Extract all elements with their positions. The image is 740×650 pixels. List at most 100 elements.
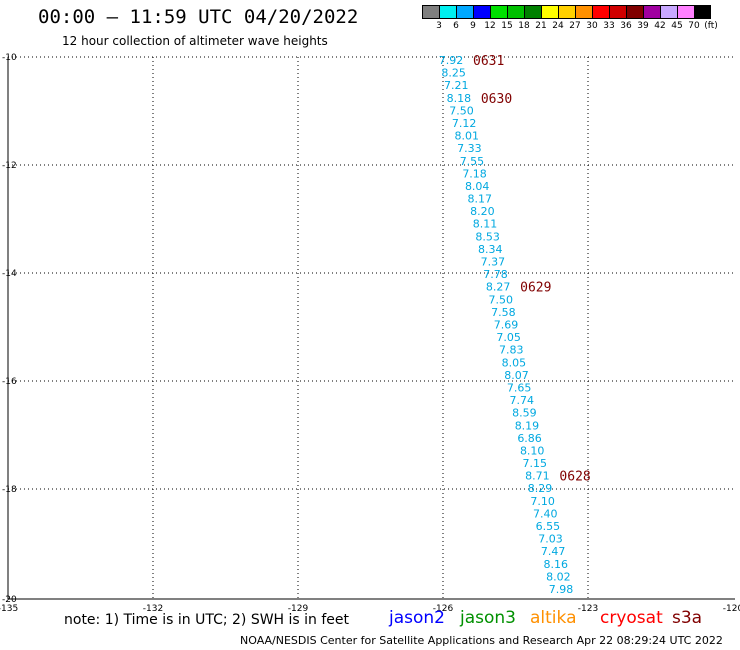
swh-value: 8.07 [504, 369, 529, 382]
swh-value: 7.12 [452, 117, 477, 130]
swh-value: 7.15 [523, 457, 548, 470]
scale-swatch [643, 5, 660, 19]
map-subtitle: 12 hour collection of altimeter wave hei… [62, 34, 328, 48]
scale-swatch [626, 5, 643, 19]
lon-label: -123 [578, 604, 598, 614]
satellite-jason2: jason2 [389, 608, 445, 628]
swh-value: 8.05 [502, 356, 527, 369]
swh-value: 7.50 [489, 293, 514, 306]
swh-value: 8.34 [478, 243, 503, 256]
swh-value: 7.98 [549, 583, 574, 596]
swh-value: 8.04 [465, 180, 490, 193]
swh-value: 7.10 [530, 495, 555, 508]
scale-swatch [524, 5, 541, 19]
swh-value: 6.86 [517, 432, 542, 445]
swh-value: 8.01 [454, 130, 479, 143]
scale-swatch [609, 5, 626, 19]
satellite-jason3: jason3 [460, 608, 516, 628]
swh-value: 7.40 [533, 507, 558, 520]
lon-label: -120 [723, 604, 740, 614]
swh-value: 8.53 [475, 230, 500, 243]
scale-label: 6 [453, 21, 459, 31]
scale-label: 15 [501, 21, 513, 31]
footer-credit: NOAA/NESDIS Center for Satellite Applica… [240, 634, 723, 647]
swh-value: 7.92 [439, 54, 464, 67]
scale-swatch [660, 5, 677, 19]
scale-swatch [558, 5, 575, 19]
time-label: 0629 [520, 281, 551, 296]
scale-label: 42 [654, 21, 666, 31]
swh-value: 7.69 [494, 319, 519, 332]
swh-value: 7.37 [481, 256, 506, 269]
lon-label: -126 [433, 604, 454, 614]
scale-swatch [422, 5, 439, 19]
scale-swatch [677, 5, 694, 19]
scale-label: 70 [688, 21, 700, 31]
scale-label: 27 [569, 21, 581, 31]
scale-swatch [694, 5, 711, 19]
scale-swatch [439, 5, 456, 19]
swh-value: 8.18 [447, 92, 472, 105]
units-note: note: 1) Time is in UTC; 2) SWH is in fe… [64, 612, 350, 628]
scale-label: 30 [586, 21, 598, 31]
satellite-s3a: s3a [672, 608, 703, 628]
lat-label: -20 [2, 595, 17, 605]
scale-label: 36 [620, 21, 632, 31]
swh-value: 7.50 [449, 104, 474, 117]
lat-label: -12 [2, 161, 17, 171]
swh-value: 7.74 [509, 394, 534, 407]
lat-label: -16 [2, 377, 17, 387]
swh-value: 7.47 [541, 545, 566, 558]
scale-label: 9 [470, 21, 476, 31]
swh-value: 6.55 [536, 520, 561, 533]
swh-value: 8.19 [515, 419, 540, 432]
swh-value: 8.02 [546, 570, 571, 583]
scale-swatch [473, 5, 490, 19]
swh-value: 7.18 [462, 167, 487, 180]
lat-label: -18 [2, 485, 17, 495]
swh-value: 7.58 [491, 306, 516, 319]
color-scale [422, 5, 711, 19]
satellite-altika: altika [530, 608, 577, 628]
swh-value: 8.29 [528, 482, 553, 495]
scale-swatch [592, 5, 609, 19]
scale-label: 21 [535, 21, 547, 31]
swh-value: 8.59 [512, 407, 537, 420]
scale-swatch [541, 5, 558, 19]
time-label: 0630 [481, 92, 512, 107]
scale-label: (ft) [704, 21, 718, 31]
time-label: 0628 [559, 470, 590, 485]
scale-swatch [456, 5, 473, 19]
swh-value: 7.03 [538, 533, 563, 546]
scale-swatch [507, 5, 524, 19]
scale-label: 33 [603, 21, 615, 31]
scale-label: 18 [518, 21, 530, 31]
lat-label: -14 [2, 269, 17, 279]
swh-value: 7.05 [496, 331, 521, 344]
satellite-cryosat: cryosat [600, 608, 663, 628]
swh-value: 7.78 [483, 268, 508, 281]
swh-value: 8.25 [441, 67, 466, 80]
swh-value: 7.21 [444, 79, 469, 92]
time-label: 0631 [473, 54, 504, 69]
map-title: 00:00 — 11:59 UTC 04/20/2022 [38, 6, 359, 28]
scale-label: 24 [552, 21, 564, 31]
swh-value: 7.65 [507, 381, 532, 394]
scale-label: 39 [637, 21, 649, 31]
swh-value: 8.11 [473, 218, 498, 231]
scale-swatch [490, 5, 507, 19]
swh-value: 7.55 [460, 155, 485, 168]
lon-label: -129 [288, 604, 309, 614]
lat-label: -10 [2, 53, 17, 63]
lon-label: -135 [0, 604, 18, 614]
swh-value: 8.16 [544, 558, 569, 571]
scale-label: 45 [671, 21, 683, 31]
swh-value: 8.10 [520, 444, 545, 457]
swh-value: 7.83 [499, 344, 524, 357]
swh-value: 8.20 [470, 205, 495, 218]
lon-label: -132 [143, 604, 163, 614]
scale-swatch [575, 5, 592, 19]
swh-value: 8.17 [468, 193, 493, 206]
scale-label: 3 [436, 21, 442, 31]
